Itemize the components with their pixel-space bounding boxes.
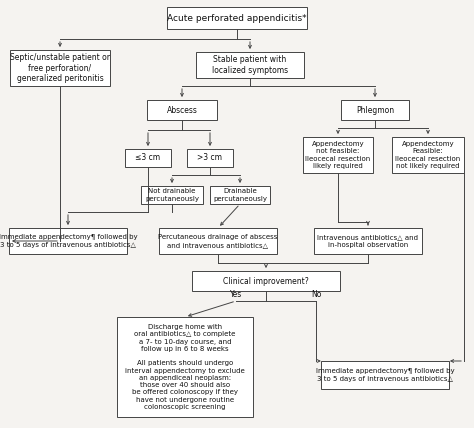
Text: Percutaneous drainage of abscess
and intravenous antibiotics△: Percutaneous drainage of abscess and int… xyxy=(158,235,278,248)
Text: Clinical improvement?: Clinical improvement? xyxy=(223,276,309,285)
Text: Immediate appendectomy¶ followed by
3 to 5 days of intravenous antibiotics△: Immediate appendectomy¶ followed by 3 to… xyxy=(316,369,454,382)
Bar xyxy=(141,186,203,204)
Text: Drainable
percutaneously: Drainable percutaneously xyxy=(213,188,267,202)
Text: Discharge home with
oral antibiotics△ to complete
a 7- to 10-day course, and
fol: Discharge home with oral antibiotics△ to… xyxy=(125,324,245,410)
Bar xyxy=(192,271,340,291)
Bar xyxy=(117,317,253,417)
Text: Phlegmon: Phlegmon xyxy=(356,105,394,115)
Text: No: No xyxy=(311,290,321,299)
Bar xyxy=(10,50,110,86)
Bar xyxy=(187,149,233,167)
Bar xyxy=(167,7,307,29)
Text: Immediate appendectomy¶ followed by
3 to 5 days of intravenous antibiotics△: Immediate appendectomy¶ followed by 3 to… xyxy=(0,235,137,248)
Bar xyxy=(9,228,127,254)
Text: Appendectomy
not feasible:
Ileocecal resection
likely required: Appendectomy not feasible: Ileocecal res… xyxy=(305,141,371,169)
Text: >3 cm: >3 cm xyxy=(198,154,222,163)
Bar xyxy=(159,228,277,254)
Bar xyxy=(341,100,409,120)
Bar xyxy=(210,186,270,204)
Text: Yes: Yes xyxy=(230,290,242,299)
Text: Intravenous antibiotics△ and
in-hospital observation: Intravenous antibiotics△ and in-hospital… xyxy=(318,235,419,248)
Bar xyxy=(147,100,217,120)
Text: ≤3 cm: ≤3 cm xyxy=(136,154,161,163)
Bar xyxy=(196,52,304,78)
Bar xyxy=(314,228,422,254)
Text: Abscess: Abscess xyxy=(166,105,198,115)
Text: Not drainable
percutaneously: Not drainable percutaneously xyxy=(145,188,199,202)
Bar xyxy=(303,137,373,173)
Text: Appendectomy
Feasible:
Ileocecal resection
not likely required: Appendectomy Feasible: Ileocecal resecti… xyxy=(395,141,461,169)
Text: Acute perforated appendicitis*: Acute perforated appendicitis* xyxy=(167,14,307,23)
Bar xyxy=(125,149,171,167)
Bar xyxy=(392,137,464,173)
Text: Stable patient with
localized symptoms: Stable patient with localized symptoms xyxy=(212,55,288,75)
Bar xyxy=(321,361,449,389)
Text: Septic/unstable patient or
free perforation/
generalized peritonitis: Septic/unstable patient or free perforat… xyxy=(10,53,110,83)
